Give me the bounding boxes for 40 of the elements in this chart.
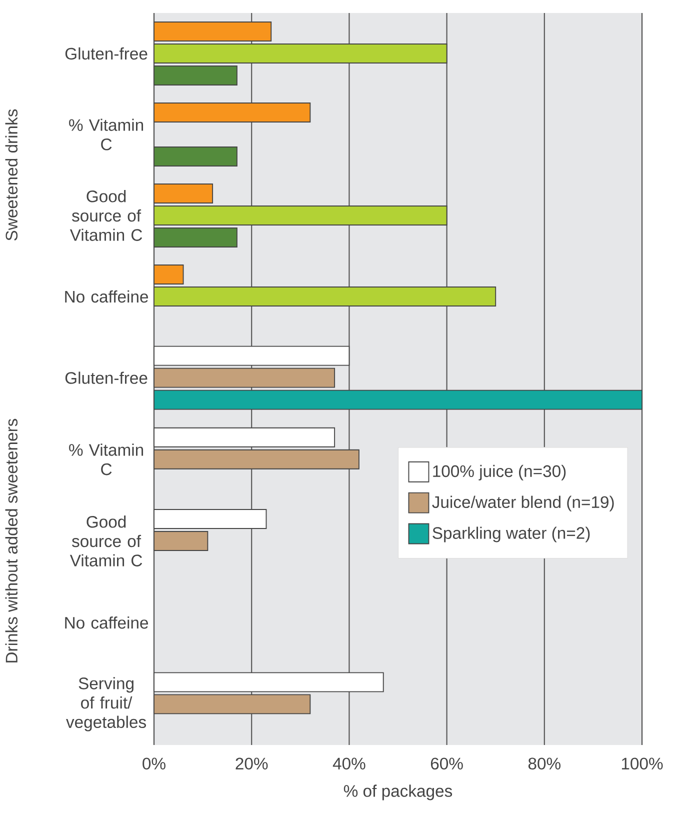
x-tick-label: 0% <box>142 758 166 770</box>
bar <box>154 66 238 86</box>
x-tick-label: 40% <box>332 758 366 770</box>
y-axis-title: Sweetened drinks <box>5 109 18 240</box>
y-tick-label: Good source of Vitamin C <box>70 516 142 566</box>
x-tick-label: 60% <box>430 758 463 770</box>
x-tick-label: 20% <box>236 758 268 770</box>
bar <box>154 531 208 551</box>
y-tick-label: Gluten-free <box>65 372 148 384</box>
bar <box>154 22 272 42</box>
bar <box>154 184 214 204</box>
bar <box>154 44 448 64</box>
bar <box>154 449 360 470</box>
bar <box>154 368 336 388</box>
bar <box>154 694 311 714</box>
bar <box>154 102 311 122</box>
y-tick-label: Good source of Vitamin C <box>70 190 142 241</box>
bar <box>154 146 238 166</box>
y-axis-title: Drinks without added sweeteners <box>5 418 18 662</box>
y-tick-label: % Vitamin C <box>69 118 144 150</box>
legend-label: Sparkling water (n=2) <box>432 526 590 542</box>
bar <box>154 264 184 284</box>
legend-label: Juice/water blend (n=19) <box>432 496 614 512</box>
bar <box>154 390 642 410</box>
bar <box>154 286 496 306</box>
y-tick-label: No caffeine <box>65 616 148 629</box>
x-tick-label: 100% <box>622 758 663 770</box>
bar <box>154 427 336 448</box>
bar <box>154 509 267 529</box>
y-tick-label: Gluten-free <box>65 47 148 60</box>
x-axis-title: % of packages <box>344 784 452 800</box>
legend-label: 100% juice (n=30) <box>433 464 566 480</box>
x-tick-label: 80% <box>528 758 560 770</box>
y-tick-label: % Vitamin C <box>69 444 144 476</box>
y-tick-label: No caffeine <box>65 290 148 303</box>
bar <box>154 206 448 226</box>
bar <box>154 228 238 248</box>
y-tick-label: Serving of fruit/ vegetables <box>66 677 146 732</box>
bar <box>154 346 350 366</box>
bar <box>154 672 384 692</box>
